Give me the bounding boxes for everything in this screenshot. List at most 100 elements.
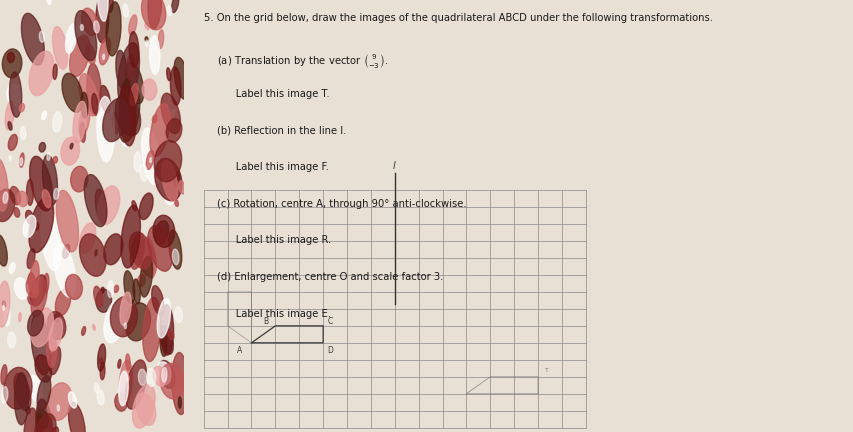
Ellipse shape <box>140 256 153 297</box>
Ellipse shape <box>3 301 6 307</box>
Ellipse shape <box>94 21 99 33</box>
Ellipse shape <box>148 226 172 271</box>
Ellipse shape <box>0 235 8 266</box>
Text: Label this image T.: Label this image T. <box>217 89 329 98</box>
Ellipse shape <box>78 74 98 116</box>
Ellipse shape <box>61 137 79 165</box>
Ellipse shape <box>3 367 32 409</box>
Ellipse shape <box>175 307 183 322</box>
Ellipse shape <box>9 263 15 273</box>
Ellipse shape <box>96 289 112 312</box>
Text: D: D <box>327 346 333 355</box>
Ellipse shape <box>140 164 147 181</box>
Ellipse shape <box>154 159 182 201</box>
Ellipse shape <box>68 392 77 408</box>
Text: (d) Enlargement, centre O and scale factor 3.: (d) Enlargement, centre O and scale fact… <box>217 272 443 282</box>
Ellipse shape <box>153 366 165 386</box>
Ellipse shape <box>37 376 51 411</box>
Ellipse shape <box>134 152 141 172</box>
Ellipse shape <box>47 152 50 160</box>
Ellipse shape <box>125 354 130 370</box>
Ellipse shape <box>154 140 182 182</box>
Ellipse shape <box>168 230 182 269</box>
Ellipse shape <box>118 100 133 127</box>
Ellipse shape <box>139 193 153 219</box>
Ellipse shape <box>42 111 46 120</box>
Ellipse shape <box>123 4 128 17</box>
Ellipse shape <box>87 64 102 115</box>
Ellipse shape <box>70 143 73 149</box>
Ellipse shape <box>47 330 56 368</box>
Ellipse shape <box>102 54 105 60</box>
Ellipse shape <box>24 408 36 432</box>
Ellipse shape <box>133 279 140 304</box>
Ellipse shape <box>1 365 7 384</box>
Ellipse shape <box>99 37 110 65</box>
Ellipse shape <box>0 189 15 222</box>
Ellipse shape <box>79 223 96 253</box>
Ellipse shape <box>145 23 148 29</box>
Ellipse shape <box>9 156 11 160</box>
Text: Label this image R.: Label this image R. <box>217 235 331 245</box>
Ellipse shape <box>115 94 141 136</box>
Ellipse shape <box>19 313 21 322</box>
Ellipse shape <box>168 330 174 340</box>
Ellipse shape <box>5 101 14 130</box>
Ellipse shape <box>100 362 105 380</box>
Ellipse shape <box>57 405 60 411</box>
Ellipse shape <box>81 92 88 118</box>
Ellipse shape <box>174 172 179 187</box>
Ellipse shape <box>103 234 123 265</box>
Ellipse shape <box>85 43 96 64</box>
Ellipse shape <box>20 127 26 140</box>
Ellipse shape <box>120 79 130 107</box>
Ellipse shape <box>54 244 76 297</box>
Ellipse shape <box>84 175 107 227</box>
Ellipse shape <box>26 273 35 304</box>
Ellipse shape <box>30 156 52 211</box>
Ellipse shape <box>81 8 98 35</box>
Ellipse shape <box>96 96 114 162</box>
Ellipse shape <box>118 359 121 368</box>
Ellipse shape <box>55 289 71 316</box>
Ellipse shape <box>53 64 57 79</box>
Ellipse shape <box>9 72 21 117</box>
Ellipse shape <box>56 191 78 252</box>
Ellipse shape <box>125 360 147 409</box>
Ellipse shape <box>94 286 103 307</box>
Ellipse shape <box>26 210 33 224</box>
Ellipse shape <box>113 285 119 292</box>
Ellipse shape <box>145 40 148 47</box>
Ellipse shape <box>33 222 38 230</box>
Ellipse shape <box>27 310 44 336</box>
Ellipse shape <box>41 208 61 270</box>
Ellipse shape <box>161 368 167 382</box>
Text: (a) Translation by the vector $\binom{9}{-3}$.: (a) Translation by the vector $\binom{9}… <box>217 52 388 70</box>
Ellipse shape <box>129 232 152 269</box>
Ellipse shape <box>96 0 108 43</box>
Text: T: T <box>544 368 548 373</box>
Ellipse shape <box>31 314 50 375</box>
Ellipse shape <box>80 25 84 31</box>
Ellipse shape <box>104 298 127 343</box>
Ellipse shape <box>42 190 51 208</box>
Ellipse shape <box>97 0 108 21</box>
Ellipse shape <box>142 237 155 278</box>
Ellipse shape <box>53 27 67 69</box>
Ellipse shape <box>132 384 155 428</box>
Ellipse shape <box>171 67 181 105</box>
Ellipse shape <box>14 373 31 411</box>
Ellipse shape <box>9 134 17 150</box>
Ellipse shape <box>3 305 4 311</box>
Ellipse shape <box>131 233 144 269</box>
Text: (c) Rotation, centre A, through 90° anti-clockwise.: (c) Rotation, centre A, through 90° anti… <box>217 199 467 209</box>
Ellipse shape <box>153 215 175 248</box>
Ellipse shape <box>26 179 33 205</box>
Ellipse shape <box>62 245 70 258</box>
Ellipse shape <box>124 271 135 304</box>
Ellipse shape <box>20 104 25 112</box>
Ellipse shape <box>3 49 22 78</box>
Ellipse shape <box>91 93 98 114</box>
Ellipse shape <box>142 128 160 184</box>
Ellipse shape <box>100 86 110 113</box>
